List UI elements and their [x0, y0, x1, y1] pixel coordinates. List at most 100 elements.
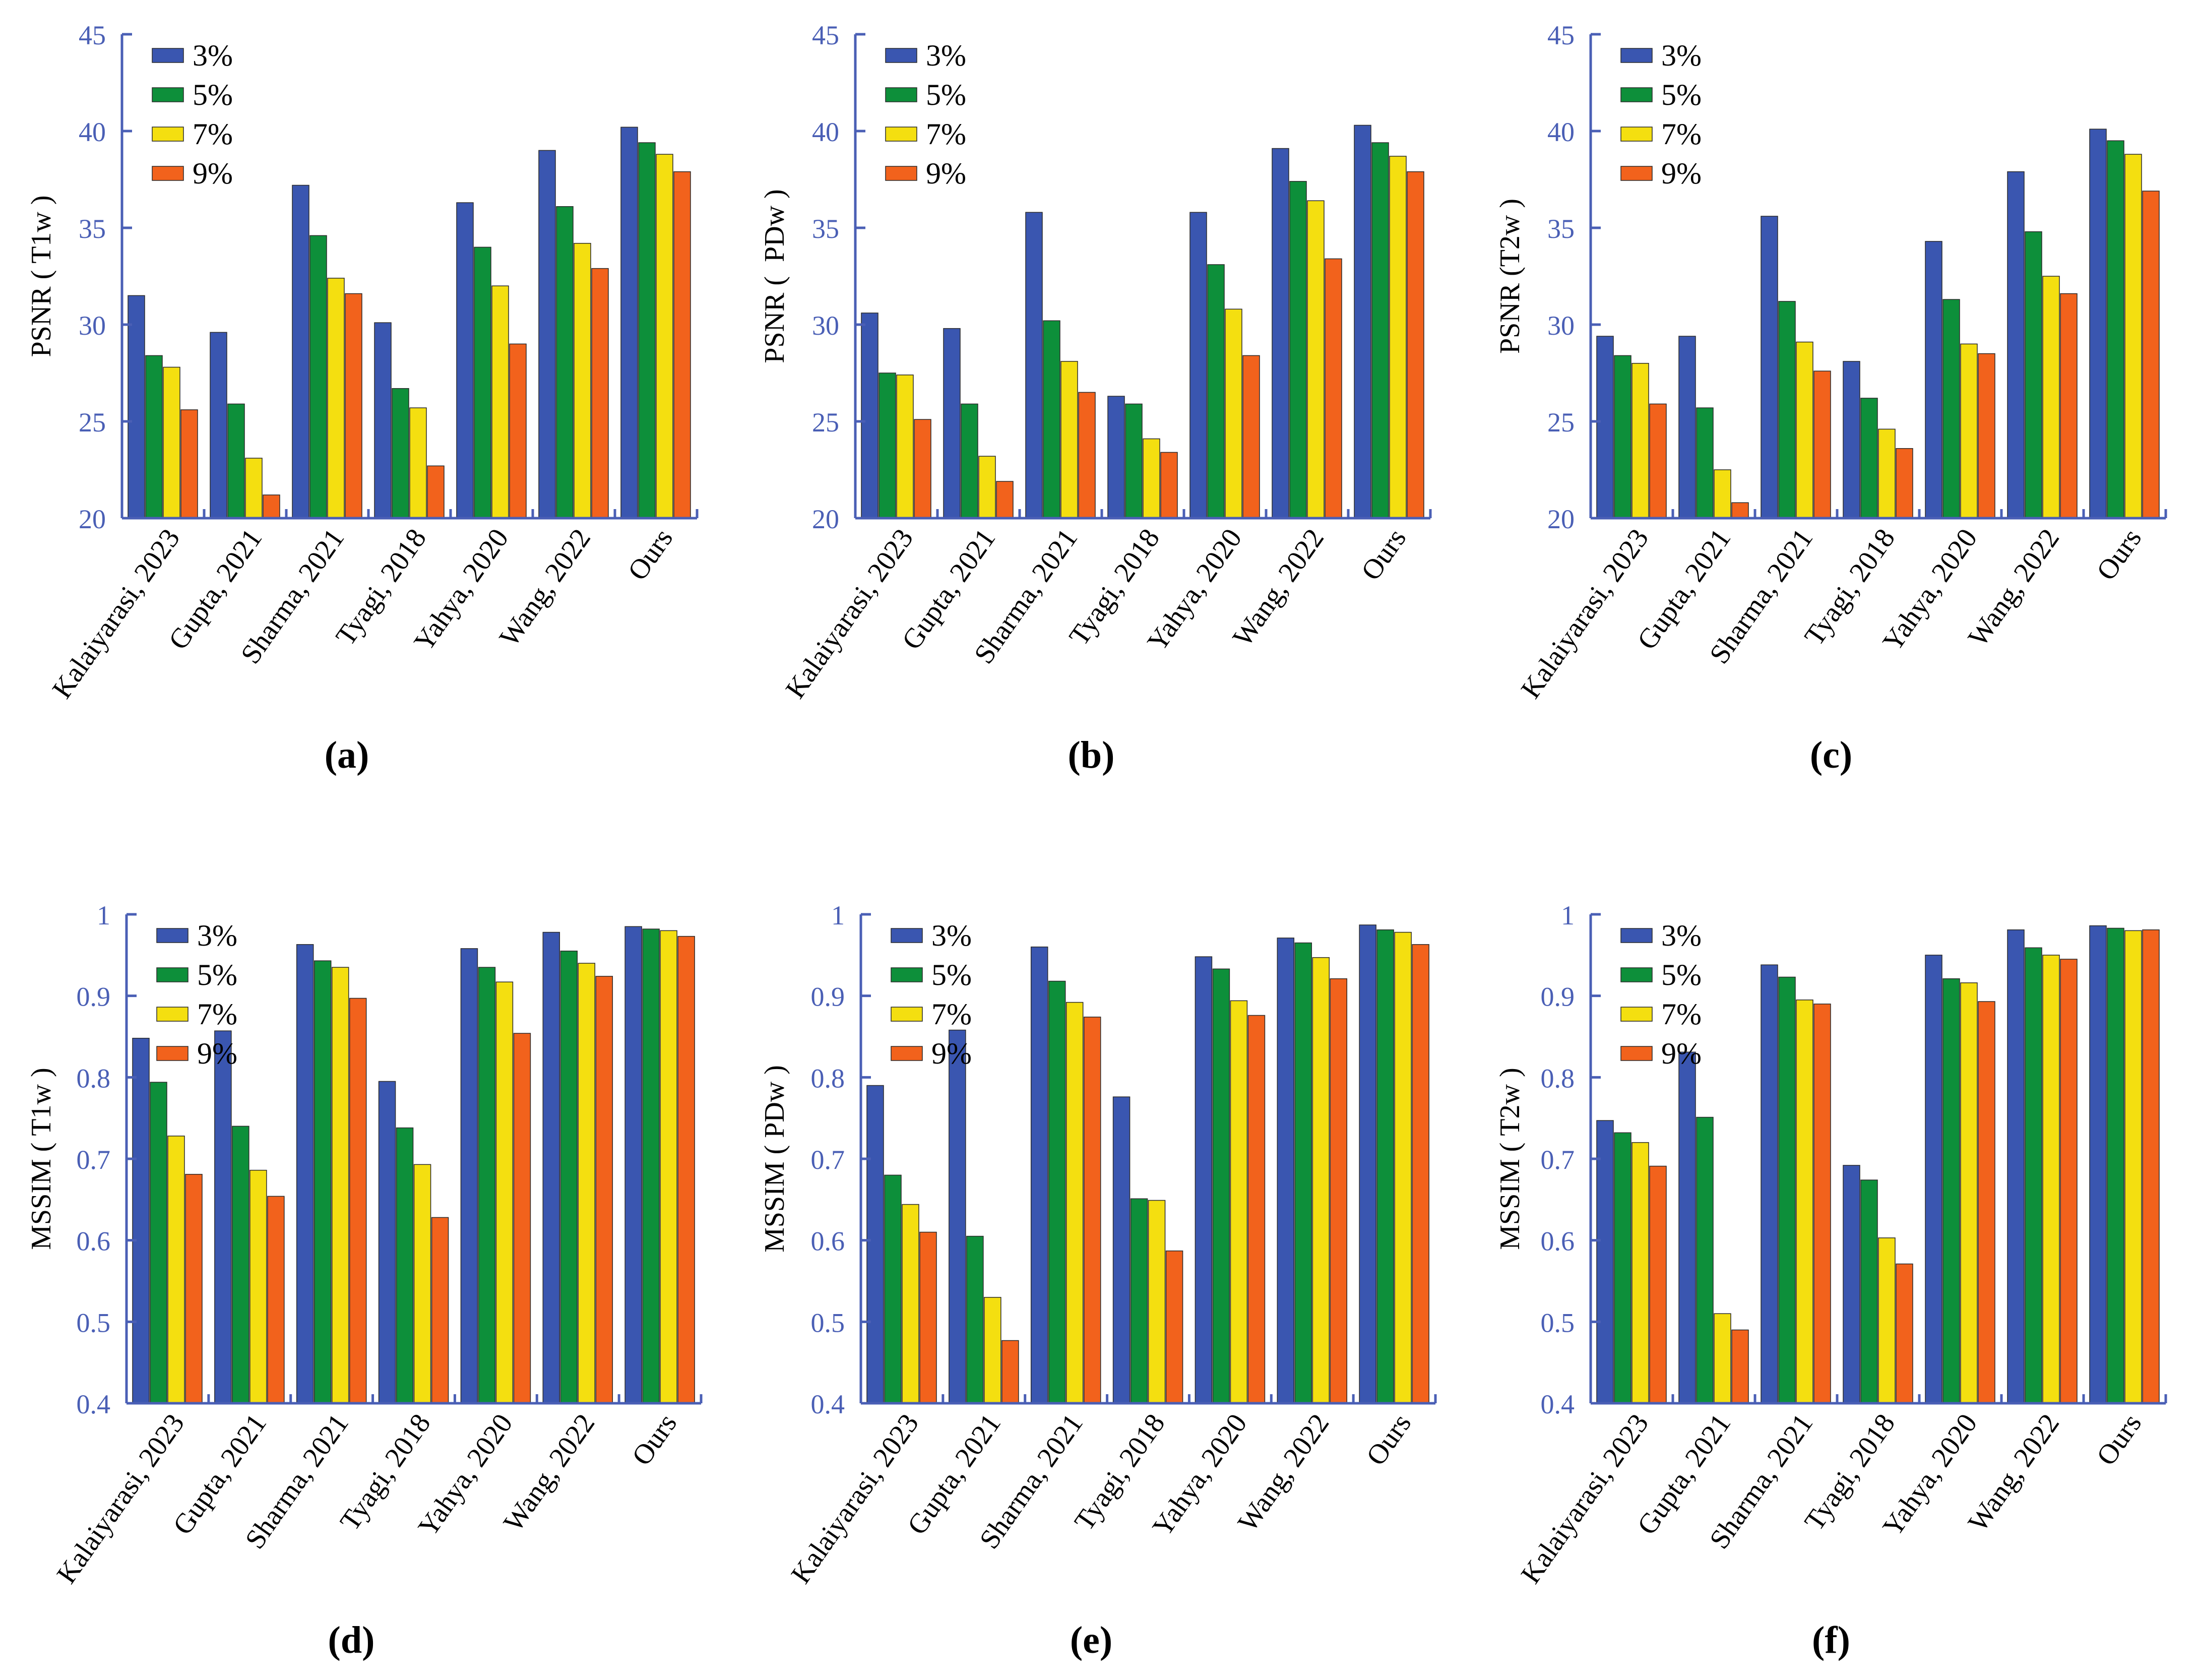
y-axis-title-e: MSSIM ( PDw ) [759, 1065, 790, 1253]
bar-f-s1-c2 [1778, 976, 1796, 1404]
bar-a-s0-c3 [374, 322, 392, 519]
y-axis-title-c: PSNR (T2w ) [1494, 199, 1526, 354]
bar-f-s3-c6 [2142, 929, 2160, 1404]
y-tick-label-d-5: 0.9 [77, 982, 111, 1012]
legend-label-e-3: 9% [931, 1037, 972, 1070]
bar-a-s0-c4 [456, 202, 474, 519]
bar-d-s3-c2 [349, 998, 367, 1404]
legend-swatch-b-3 [885, 166, 917, 181]
bar-c-s1-c0 [1614, 355, 1631, 519]
y-axis-title-f: MSSIM ( T2w ) [1494, 1068, 1526, 1250]
y-tick-label-d-4: 0.8 [77, 1063, 111, 1093]
bar-a-s3-c4 [509, 343, 527, 519]
y-tick-label-a-1: 25 [79, 407, 106, 438]
bar-c-s0-c6 [2089, 129, 2107, 519]
legend-label-d-1: 5% [197, 958, 237, 991]
bar-a-s1-c1 [227, 403, 245, 519]
legend-swatch-c-0 [1620, 48, 1653, 63]
bar-f-s3-c4 [1978, 1001, 1995, 1404]
y-tick-label-b-0: 20 [812, 504, 839, 534]
bar-d-s0-c0 [132, 1037, 150, 1404]
bar-f-s1-c5 [2025, 947, 2042, 1404]
bar-c-s1-c4 [1942, 299, 1960, 519]
bar-b-s1-c2 [1043, 320, 1060, 519]
bar-e-s1-c1 [966, 1235, 984, 1404]
legend-swatch-e-2 [891, 1007, 923, 1022]
y-tick-label-b-5: 45 [812, 20, 839, 50]
bar-b-s1-c0 [878, 372, 896, 519]
bar-e-s0-c1 [949, 1029, 966, 1404]
legend-swatch-d-1 [156, 967, 189, 982]
bar-f-s3-c5 [2060, 959, 2078, 1404]
legend-swatch-f-2 [1620, 1007, 1653, 1022]
bar-a-s3-c6 [673, 171, 691, 519]
y-tick-label-b-1: 25 [812, 407, 839, 438]
bar-f-s2-c2 [1796, 1000, 1813, 1404]
legend-label-b-1: 5% [926, 78, 966, 111]
bar-a-s2-c6 [656, 154, 673, 519]
bar-d-s2-c1 [249, 1169, 267, 1404]
y-tick-label-a-2: 30 [79, 310, 106, 341]
bar-f-s0-c1 [1678, 1051, 1696, 1404]
legend-label-b-0: 3% [926, 39, 966, 72]
y-tick-label-c-5: 45 [1547, 20, 1575, 50]
bar-d-s0-c2 [296, 944, 314, 1404]
y-tick-label-a-3: 35 [79, 214, 106, 244]
bar-f-s0-c3 [1843, 1165, 1860, 1404]
bar-a-s1-c3 [392, 388, 409, 519]
bar-a-s1-c2 [309, 235, 327, 519]
bar-e-s3-c5 [1330, 978, 1348, 1404]
bar-e-s3-c3 [1165, 1250, 1183, 1404]
bar-a-s3-c1 [263, 494, 280, 519]
bar-d-s1-c0 [150, 1082, 167, 1404]
bar-b-s2-c0 [896, 375, 914, 519]
bar-b-s0-c5 [1272, 148, 1289, 519]
legend-label-a-0: 3% [193, 39, 233, 72]
bar-f-s2-c5 [2042, 955, 2060, 1404]
legend-label-f-1: 5% [1661, 958, 1702, 991]
legend-label-c-1: 5% [1661, 78, 1702, 111]
bar-b-s3-c4 [1242, 355, 1260, 519]
x-category-label-c-0: Kalaiyarasi, 2023 [1515, 523, 1655, 704]
bar-b-s1-c1 [961, 403, 978, 519]
bar-e-s2-c5 [1312, 957, 1330, 1404]
x-category-label-a-6: Ours [622, 523, 679, 586]
bar-e-s2-c6 [1394, 931, 1412, 1404]
bar-e-s2-c3 [1148, 1200, 1166, 1404]
bar-b-s0-c0 [861, 313, 878, 519]
y-tick-label-e-6: 1 [831, 900, 845, 930]
bar-b-s0-c4 [1189, 212, 1207, 519]
y-tick-label-b-3: 35 [812, 214, 839, 244]
y-tick-label-f-6: 1 [1561, 900, 1575, 930]
bar-b-s2-c6 [1389, 156, 1407, 519]
bar-c-s3-c0 [1649, 403, 1667, 519]
legend-swatch-b-0 [885, 48, 917, 63]
y-tick-label-a-5: 45 [79, 20, 106, 50]
bar-b-s0-c2 [1025, 212, 1043, 519]
bar-e-s2-c4 [1230, 1000, 1248, 1404]
bar-f-s0-c6 [2089, 925, 2107, 1404]
y-tick-label-c-4: 40 [1547, 117, 1575, 147]
bar-c-s3-c5 [2060, 293, 2078, 519]
bar-d-s2-c5 [578, 963, 596, 1404]
bar-d-s0-c5 [542, 931, 560, 1404]
bar-f-s2-c1 [1714, 1313, 1731, 1404]
bar-f-s1-c4 [1942, 978, 1960, 1404]
bar-a-s1-c4 [474, 246, 491, 519]
bar-c-s1-c5 [2025, 231, 2042, 519]
bar-c-s0-c2 [1761, 216, 1778, 519]
legend-label-a-2: 7% [193, 117, 233, 151]
y-tick-label-d-0: 0.4 [77, 1389, 111, 1419]
bar-b-s1-c3 [1125, 403, 1143, 519]
y-tick-label-e-3: 0.7 [811, 1145, 845, 1175]
bar-d-s3-c4 [513, 1033, 531, 1404]
y-tick-label-c-2: 30 [1547, 310, 1575, 341]
bar-d-s1-c6 [642, 928, 660, 1404]
bar-b-s0-c3 [1107, 396, 1125, 519]
bar-f-s1-c1 [1696, 1116, 1714, 1404]
legend-label-a-1: 5% [193, 78, 233, 111]
chart-panel-a: 20 25 30 35 40 45 Kalaiyarasi, 2023 Gupta, 2021… [0, 0, 732, 840]
bar-d-s1-c3 [396, 1127, 414, 1404]
bar-a-s3-c5 [591, 268, 609, 519]
